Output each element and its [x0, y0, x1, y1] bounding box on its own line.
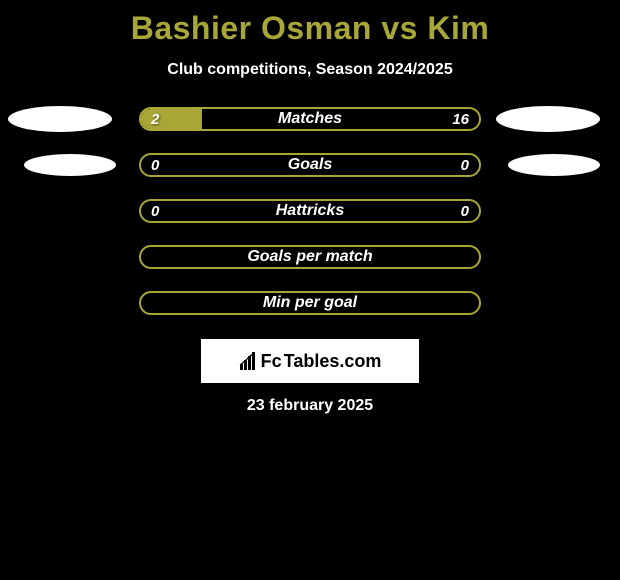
player-left-marker: [8, 106, 112, 132]
bar-track-matches: 2 Matches 16: [139, 107, 481, 131]
bar-track-goals: 0 Goals 0: [139, 153, 481, 177]
bar-track-mpg: Min per goal: [139, 291, 481, 315]
stat-row-min-per-goal: Min per goal: [0, 291, 620, 315]
stat-row-goals: 0 Goals 0: [0, 153, 620, 177]
player-right-marker: [496, 106, 600, 132]
value-right: 0: [461, 201, 469, 221]
logo-text: FcTables.com: [239, 351, 382, 372]
stat-row-hattricks: 0 Hattricks 0: [0, 199, 620, 223]
bar-track-hattricks: 0 Hattricks 0: [139, 199, 481, 223]
bar-label: Goals: [141, 155, 479, 175]
page-title: Bashier Osman vs Kim: [131, 10, 490, 47]
bars-icon: [239, 352, 259, 370]
stat-row-matches: 2 Matches 16: [0, 107, 620, 131]
bar-label: Min per goal: [141, 293, 479, 313]
page-subtitle: Club competitions, Season 2024/2025: [167, 61, 452, 79]
bar-label: Matches: [141, 109, 479, 129]
fctables-logo: FcTables.com: [201, 339, 419, 383]
value-right: 16: [452, 109, 469, 129]
bar-label: Hattricks: [141, 201, 479, 221]
bar-label: Goals per match: [141, 247, 479, 267]
date-label: 23 february 2025: [247, 397, 373, 415]
player-left-marker: [24, 154, 116, 176]
stat-row-goals-per-match: Goals per match: [0, 245, 620, 269]
logo-prefix: Fc: [261, 351, 282, 372]
bar-track-gpm: Goals per match: [139, 245, 481, 269]
value-right: 0: [461, 155, 469, 175]
comparison-widget: Bashier Osman vs Kim Club competitions, …: [0, 0, 620, 415]
logo-suffix: Tables.com: [284, 351, 382, 372]
player-right-marker: [508, 154, 600, 176]
